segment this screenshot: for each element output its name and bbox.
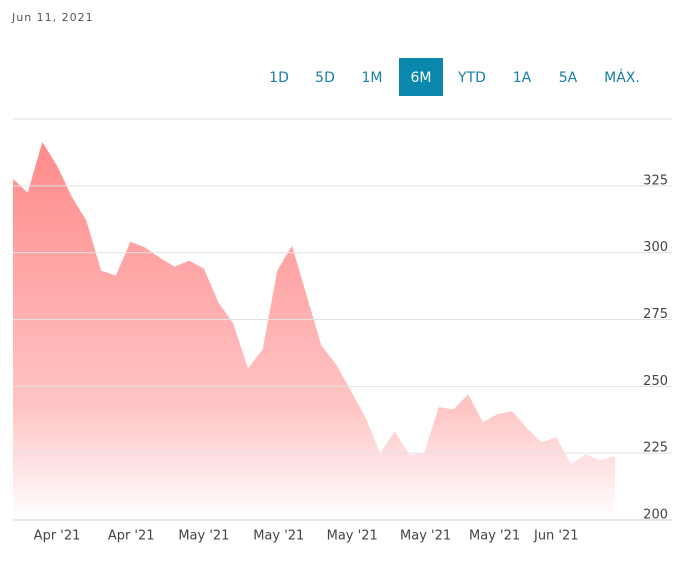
x-tick-label: May '21 [178, 529, 229, 544]
range-selected-bg [399, 58, 443, 96]
range-button[interactable]: 1D [269, 70, 289, 86]
x-tick-label: May '21 [327, 529, 378, 544]
x-tick-label: May '21 [400, 529, 451, 544]
x-tick-label: May '21 [253, 529, 304, 544]
y-tick-label: 250 [643, 374, 668, 389]
y-tick-label: 325 [643, 173, 668, 188]
range-button[interactable]: 5A [559, 70, 578, 86]
y-tick-label: 275 [643, 307, 668, 322]
x-tick-label: May '21 [469, 529, 520, 544]
x-tick-label: Jun '21 [533, 529, 579, 544]
range-button[interactable]: 6M [411, 70, 432, 86]
range-button[interactable]: 5D [315, 70, 335, 86]
range-button[interactable]: MÁX. [604, 69, 640, 86]
x-tick-label: Apr '21 [108, 529, 155, 544]
range-button[interactable]: 1M [362, 70, 383, 86]
y-tick-label: 200 [643, 508, 668, 523]
y-tick-label: 225 [643, 441, 668, 456]
date: Jun 11, 2021 [11, 11, 94, 24]
x-tick-label: Apr '21 [34, 529, 81, 544]
y-tick-label: 300 [643, 240, 668, 255]
range-button[interactable]: YTD [457, 70, 486, 86]
range-button[interactable]: 1A [513, 70, 532, 86]
price-area [13, 141, 615, 520]
